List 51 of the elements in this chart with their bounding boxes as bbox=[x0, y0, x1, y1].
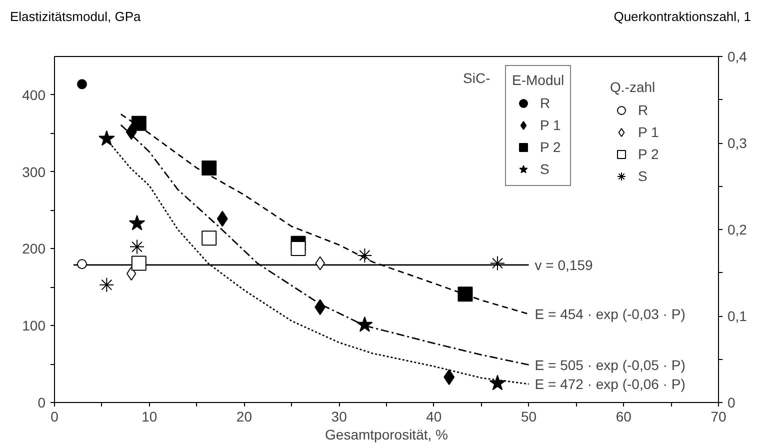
x-tick-label: 60 bbox=[616, 408, 632, 424]
y-tick-label: 0 bbox=[38, 394, 46, 410]
y-tick-label: 100 bbox=[22, 318, 46, 334]
point bbox=[489, 374, 506, 390]
point bbox=[356, 316, 373, 332]
x-tick-label: 70 bbox=[710, 408, 726, 424]
point bbox=[128, 214, 146, 230]
point bbox=[131, 116, 146, 131]
point bbox=[202, 160, 217, 176]
x-tick-label: 20 bbox=[236, 408, 252, 424]
legend-label: P 1 bbox=[638, 124, 659, 140]
y-tick-label: 200 bbox=[22, 240, 46, 257]
annotation: v = 0,159 bbox=[534, 256, 593, 273]
point bbox=[98, 130, 115, 146]
y2-tick-label: 0 bbox=[728, 394, 736, 410]
x-tick-label: 40 bbox=[426, 408, 442, 424]
annotation: E = 472 · exp (-0,06 · P) bbox=[534, 376, 686, 392]
annotation: E = 454 · exp (-0,03 · P) bbox=[534, 306, 686, 322]
y2-tick-label: 0,2 bbox=[728, 222, 748, 238]
legend-label: R bbox=[540, 95, 552, 111]
x-tick-label: 50 bbox=[521, 408, 537, 424]
point bbox=[77, 79, 88, 90]
x-axis-title: Gesamtporosität, % bbox=[325, 426, 448, 442]
point bbox=[131, 256, 146, 271]
point bbox=[490, 256, 505, 271]
y2-tick-label: 0,1 bbox=[728, 308, 748, 324]
x-tick-label: 30 bbox=[331, 408, 348, 424]
point bbox=[458, 286, 473, 302]
y2-tick-label: 0,3 bbox=[728, 135, 748, 151]
y-axis-title: Elastizitätsmodul, GPa bbox=[10, 8, 141, 26]
legend-label: R bbox=[638, 102, 650, 118]
legend-label: S bbox=[540, 161, 550, 177]
point bbox=[99, 277, 114, 292]
y2-tick-label: 0,4 bbox=[728, 48, 748, 64]
legend-label: P 2 bbox=[540, 139, 561, 155]
annotation: E-Modul bbox=[512, 72, 564, 88]
legend-title: SiC- bbox=[463, 70, 491, 86]
point bbox=[290, 241, 306, 256]
x-tick-label: 0 bbox=[50, 408, 59, 424]
y-tick-label: 300 bbox=[22, 164, 46, 180]
point bbox=[130, 239, 145, 254]
x-tick-label: 10 bbox=[142, 408, 158, 424]
legend-label: P 1 bbox=[540, 117, 561, 133]
y2-axis-title: Querkontraktionszahl, 1 bbox=[614, 8, 751, 26]
annotation: E = 505 · exp (-0,05 · P) bbox=[534, 356, 686, 373]
annotation: Q.-zahl bbox=[610, 79, 656, 95]
legend-label: P 2 bbox=[638, 146, 659, 162]
y-tick-label: 400 bbox=[22, 86, 46, 103]
point bbox=[357, 248, 372, 263]
legend-label: S bbox=[638, 168, 648, 184]
point bbox=[77, 259, 88, 270]
